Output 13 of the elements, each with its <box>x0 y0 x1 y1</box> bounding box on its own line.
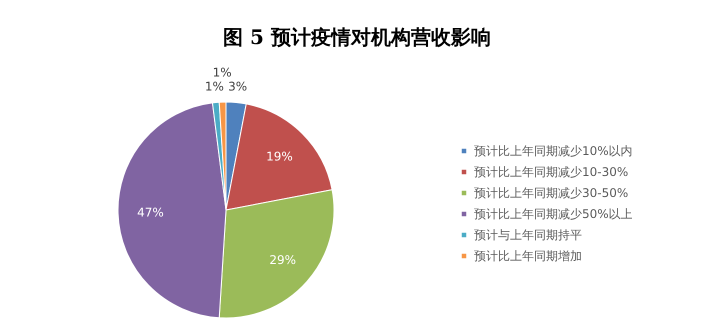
data-label: 3% <box>228 80 248 94</box>
legend-label: 预计比上年同期减少10%以内 <box>474 144 633 158</box>
data-label: 29% <box>269 252 296 267</box>
legend-label: 预计比上年同期减少10-30% <box>474 165 628 179</box>
legend-label: 预计比上年同期减少30-50% <box>474 186 628 200</box>
legend-label: 预计比上年同期减少50%以上 <box>474 207 633 221</box>
chart-title: 图 5 预计疫情对机构营收影响 <box>223 25 491 49</box>
data-label: 1% <box>212 66 232 80</box>
data-label: 1% <box>204 80 224 94</box>
data-label: 19% <box>266 150 293 164</box>
legend-label: 预计比上年同期增加 <box>474 249 582 263</box>
data-label: 47% <box>137 205 164 220</box>
legend-label: 预计与上年同期持平 <box>474 228 582 242</box>
